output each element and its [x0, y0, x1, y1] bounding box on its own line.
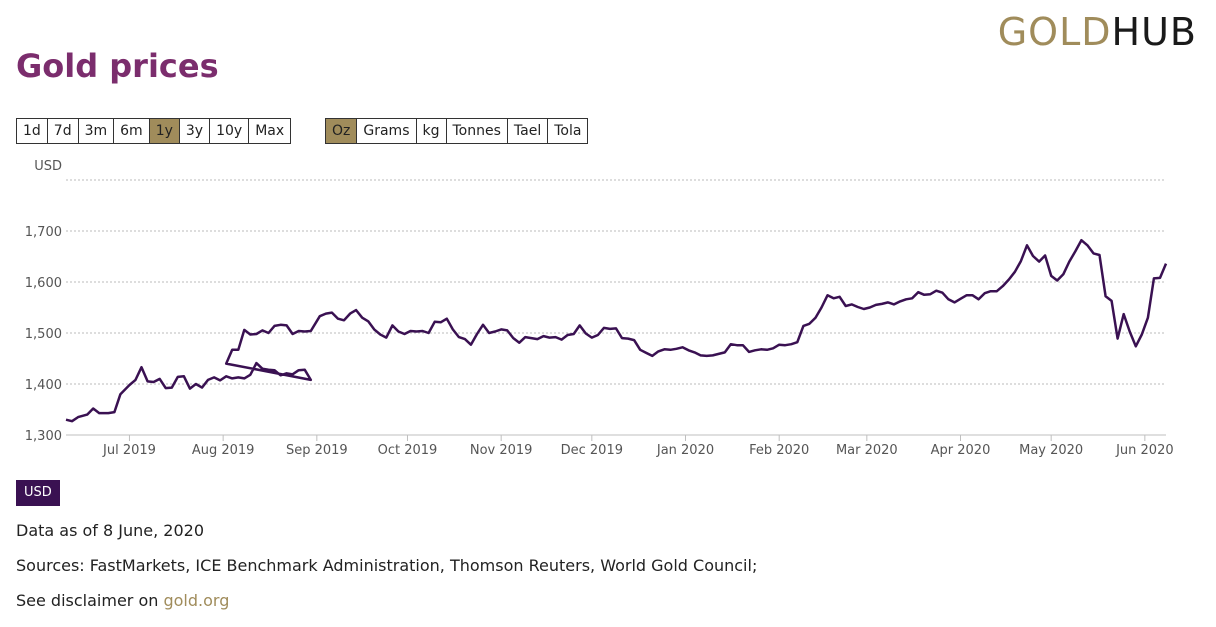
- range-max-button[interactable]: Max: [248, 118, 292, 144]
- unit-selector: Oz Grams kg Tonnes Tael Tola: [325, 118, 589, 144]
- unit-tonnes-button[interactable]: Tonnes: [445, 118, 508, 144]
- range-3y-button[interactable]: 3y: [178, 118, 211, 144]
- range-7d-button[interactable]: 7d: [46, 118, 79, 144]
- x-tick-label: Oct 2019: [378, 443, 438, 458]
- range-3m-button[interactable]: 3m: [77, 118, 115, 144]
- unit-oz-button[interactable]: Oz: [325, 118, 358, 144]
- gold-org-link[interactable]: gold.org: [163, 591, 230, 610]
- disclaimer-text: See disclaimer on gold.org: [16, 591, 229, 610]
- x-tick-label: May 2020: [1019, 443, 1083, 458]
- disclaimer-prefix: See disclaimer on: [16, 591, 164, 610]
- unit-tael-button[interactable]: Tael: [506, 118, 549, 144]
- y-axis-title: USD: [34, 159, 62, 174]
- unit-kg-button[interactable]: kg: [415, 118, 447, 144]
- gold-price-chart: 1,300 1,400 1,500 1,600 1,700 USD Jul 2019 Aug …: [25, 159, 1174, 458]
- unit-grams-button[interactable]: Grams: [356, 118, 417, 144]
- y-tick-label: 1,600: [25, 276, 62, 291]
- x-tick-label: Jul 2019: [102, 443, 156, 458]
- data-as-of-text: Data as of 8 June, 2020: [16, 521, 205, 540]
- range-1d-button[interactable]: 1d: [16, 118, 48, 144]
- x-tick-label: Apr 2020: [931, 443, 991, 458]
- unit-tola-button[interactable]: Tola: [547, 118, 589, 144]
- range-1y-button[interactable]: 1y: [148, 118, 180, 144]
- price-series-line: [65, 238, 1168, 423]
- goldhub-logo[interactable]: GOLDHUB: [998, 10, 1197, 54]
- sources-text: Sources: FastMarkets, ICE Benchmark Admi…: [16, 556, 758, 575]
- x-tick-label: Sep 2019: [286, 443, 348, 458]
- x-tick-label: Jan 2020: [656, 443, 714, 458]
- y-tick-label: 1,300: [25, 429, 62, 444]
- logo-hub-text: HUB: [1111, 10, 1197, 54]
- currency-badge[interactable]: USD: [16, 480, 60, 506]
- time-range-selector: 1d 7d 3m 6m 1y 3y 10y Max: [16, 118, 292, 144]
- range-10y-button[interactable]: 10y: [209, 118, 250, 144]
- x-tick-label: Dec 2019: [561, 443, 623, 458]
- x-tick-label: Nov 2019: [470, 443, 533, 458]
- x-tick-label: Aug 2019: [192, 443, 255, 458]
- x-tick-label: Mar 2020: [836, 443, 898, 458]
- x-tick-label: Jun 2020: [1115, 443, 1174, 458]
- y-tick-label: 1,500: [25, 327, 62, 342]
- page-title: Gold prices: [16, 47, 219, 85]
- logo-gold-text: GOLD: [997, 10, 1112, 54]
- y-tick-label: 1,400: [25, 378, 62, 393]
- y-tick-label: 1,700: [25, 225, 62, 240]
- x-tick-label: Feb 2020: [749, 443, 809, 458]
- range-6m-button[interactable]: 6m: [113, 118, 150, 144]
